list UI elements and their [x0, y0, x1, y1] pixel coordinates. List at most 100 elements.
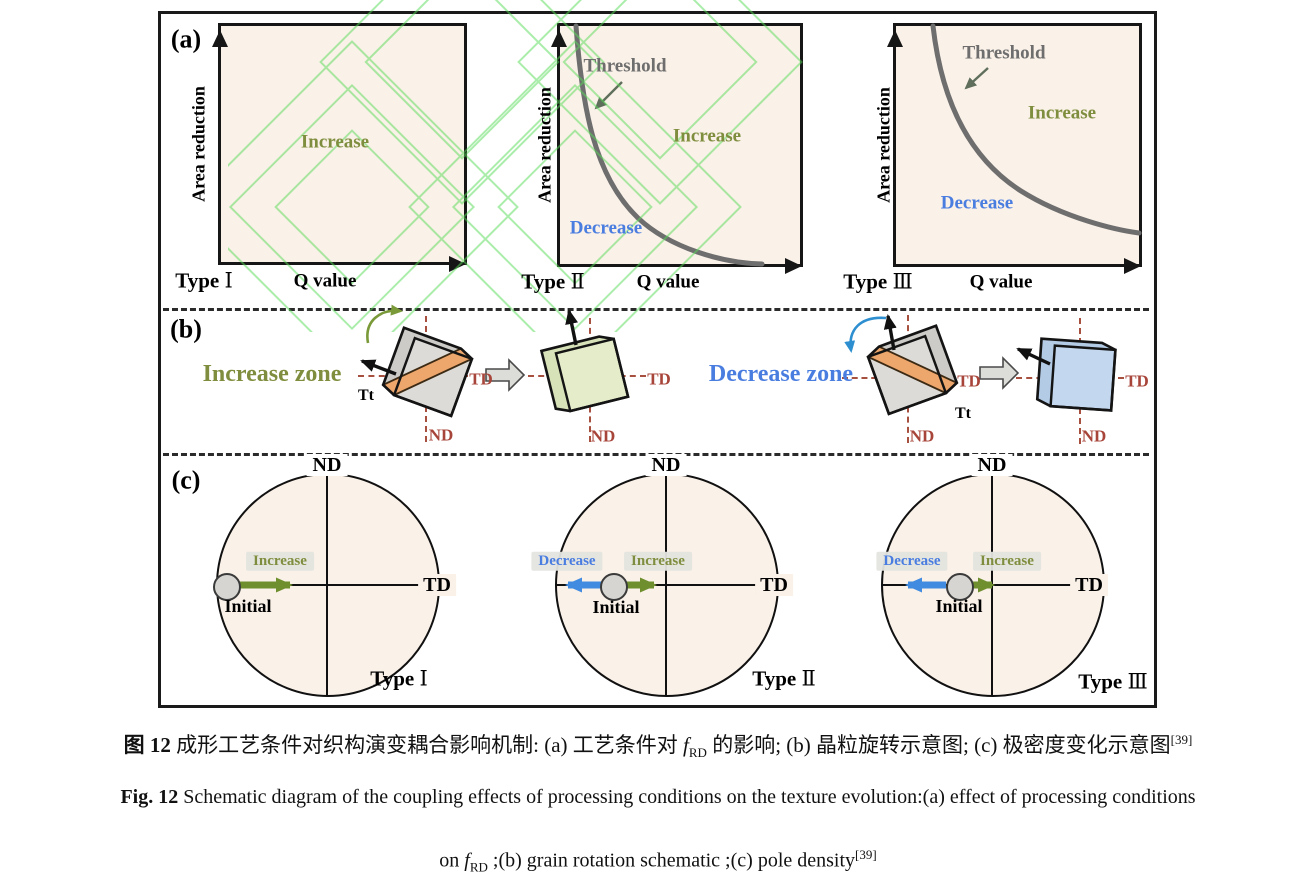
type-word: Type: [370, 666, 415, 691]
plot3-threshold-label: Threshold: [962, 42, 1046, 64]
normal-arrow-icon: [565, 309, 578, 346]
nd-label: ND: [909, 426, 935, 446]
initial-pole-dot: [600, 573, 628, 601]
block-arrow-right-icon: [979, 356, 1020, 390]
initial-pole-dot: [946, 573, 974, 601]
grain-cube-blue: [1035, 337, 1117, 412]
caption-zh-f-sub: RD: [688, 745, 707, 761]
caption-en-line2-post: ;(b) grain rotation schematic ;(c) pole …: [487, 849, 856, 872]
plot-type1: [212, 23, 467, 272]
nd-label: ND: [428, 425, 454, 445]
plot3-type-label: Type Ⅲ: [843, 270, 912, 293]
td-label: TD: [1125, 371, 1149, 391]
decrease-zone-label: Decrease zone: [708, 360, 854, 387]
grain-cube-green: [539, 335, 630, 413]
initial-label: Initial: [224, 596, 272, 617]
grain-cube-gray-increase: [381, 326, 474, 418]
normal-arrow-icon: [883, 314, 897, 351]
y-axis-arrow-icon: [887, 30, 903, 47]
threshold-curve: [930, 23, 1142, 236]
tt-label: Tt: [358, 387, 374, 405]
circle2-type-label: Type Ⅱ: [752, 667, 815, 690]
plot2-decrease-label: Decrease: [569, 217, 643, 239]
type-numeral: Ⅲ: [1127, 669, 1148, 694]
nd-axis-label: ND: [306, 454, 348, 476]
threshold-curve: [573, 23, 765, 267]
rotation-arrow-blue-icon: [844, 316, 887, 353]
plot-type3: [887, 23, 1142, 274]
plot2-threshold-label: Threshold: [583, 55, 667, 77]
plot3-decrease-label: Decrease: [940, 192, 1014, 214]
type-numeral: Ⅲ: [892, 269, 913, 294]
type-word: Type: [175, 268, 220, 293]
caption-en-line2-pre: on: [439, 849, 465, 872]
plot2-type-label: Type Ⅱ: [521, 270, 584, 293]
nd-axis-label: ND: [645, 454, 687, 476]
increase-arrow-icon: [238, 577, 293, 593]
type-numeral: Ⅱ: [801, 666, 816, 691]
plot1-ylabel: Area reduction: [188, 86, 209, 202]
circle3-type-label: Type Ⅲ: [1078, 670, 1147, 693]
rotation-arrow-green-icon: [366, 304, 403, 344]
panel-b-label: (b): [170, 314, 202, 344]
increase-arrow-icon: [624, 577, 657, 593]
td-axis-line: [557, 584, 775, 586]
initial-pole-dot: [213, 573, 241, 601]
type-numeral: Ⅰ: [419, 666, 428, 691]
grain-cube-gray-decrease: [866, 324, 959, 416]
type-numeral: Ⅱ: [570, 269, 585, 294]
nd-label: ND: [590, 426, 616, 446]
initial-label: Initial: [592, 597, 640, 618]
caption-en-ref: [39]: [855, 847, 877, 862]
type-numeral: Ⅰ: [224, 268, 233, 293]
block-arrow-right-icon: [485, 358, 526, 392]
type-word: Type: [843, 269, 888, 294]
caption-zh-part2: 的影响; (b) 晶粒旋转示意图; (c) 极密度变化示意图: [706, 733, 1171, 757]
increase-chip: Increase: [246, 551, 314, 571]
y-axis-arrow-icon: [551, 30, 567, 47]
plot-type2: [551, 23, 803, 274]
caption-english-line2: on fRD ;(b) grain rotation schematic ;(c…: [0, 847, 1316, 876]
increase-chip: Increase: [624, 551, 692, 571]
caption-zh-f: f: [683, 733, 689, 757]
initial-label: Initial: [935, 596, 983, 617]
plot3-ylabel: Area reduction: [873, 87, 894, 203]
panel-a-label: (a): [170, 24, 202, 54]
normal-arrow-icon: [1016, 347, 1051, 366]
tt-label: Tt: [955, 405, 971, 423]
type-word: Type: [752, 666, 797, 691]
td-label: TD: [647, 369, 671, 389]
plot1-increase-label: Increase: [300, 131, 370, 153]
circle1-type-label: Type Ⅰ: [370, 667, 428, 690]
increase-chip: Increase: [973, 551, 1041, 571]
td-axis-label: TD: [418, 574, 456, 596]
plot1-xlabel: Q value: [293, 270, 357, 292]
x-axis-arrow-icon: [1124, 258, 1141, 274]
decrease-arrow-icon: [565, 577, 602, 593]
nd-axis-label: ND: [971, 454, 1013, 476]
caption-en-line1-text: Schematic diagram of the coupling effect…: [178, 786, 1196, 808]
y-axis-arrow-icon: [212, 30, 228, 47]
caption-zh-ref: [39]: [1170, 732, 1193, 747]
decrease-chip: Decrease: [876, 551, 948, 571]
decrease-arrow-icon: [905, 577, 946, 593]
plot3-increase-label: Increase: [1027, 102, 1097, 124]
td-axis-line: [218, 584, 436, 586]
td-axis-label: TD: [1070, 574, 1108, 596]
plot2-xlabel: Q value: [636, 271, 700, 293]
td-label: TD: [469, 369, 493, 389]
plot1-type-label: Type Ⅰ: [175, 269, 233, 292]
increase-zone-label: Increase zone: [202, 360, 342, 387]
plot3-xlabel: Q value: [969, 271, 1033, 293]
x-axis-arrow-icon: [785, 258, 802, 274]
x-axis-arrow-icon: [449, 256, 466, 272]
separator-a-b: [163, 308, 1149, 311]
caption-zh-part1: 成形工艺条件对织构演变耦合影响机制: (a) 工艺条件对: [176, 733, 684, 757]
normal-arrow-icon: [360, 359, 397, 376]
caption-en-fig-label: Fig. 12: [120, 786, 179, 808]
plot2-increase-label: Increase: [672, 125, 742, 147]
type-word: Type: [521, 269, 566, 294]
caption-chinese: 图 12 成形工艺条件对织构演变耦合影响机制: (a) 工艺条件对 fRD 的影…: [0, 729, 1316, 761]
td-axis-label: TD: [755, 574, 793, 596]
